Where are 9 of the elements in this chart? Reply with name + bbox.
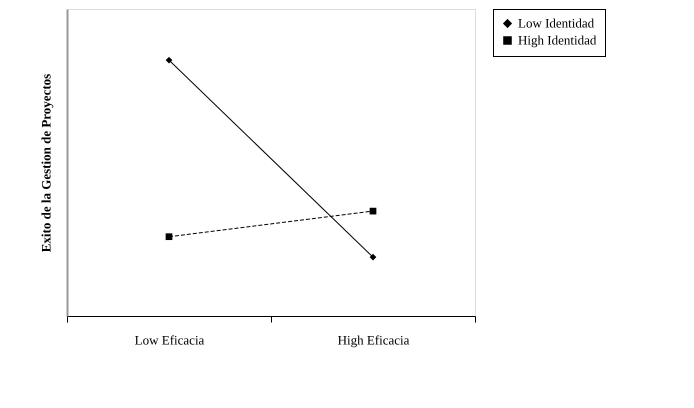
y-axis-title: Exito de la Gestion de Proyectos [38, 74, 54, 252]
x-tick-label: High Eficacia [338, 332, 410, 348]
legend-label: Low Identidad [518, 16, 595, 30]
legend-label: High Identidad [518, 32, 597, 48]
point [370, 254, 376, 261]
point [166, 56, 172, 64]
point [166, 233, 172, 240]
point [370, 208, 376, 214]
x-tick-label: Low Eficacia [134, 332, 205, 348]
